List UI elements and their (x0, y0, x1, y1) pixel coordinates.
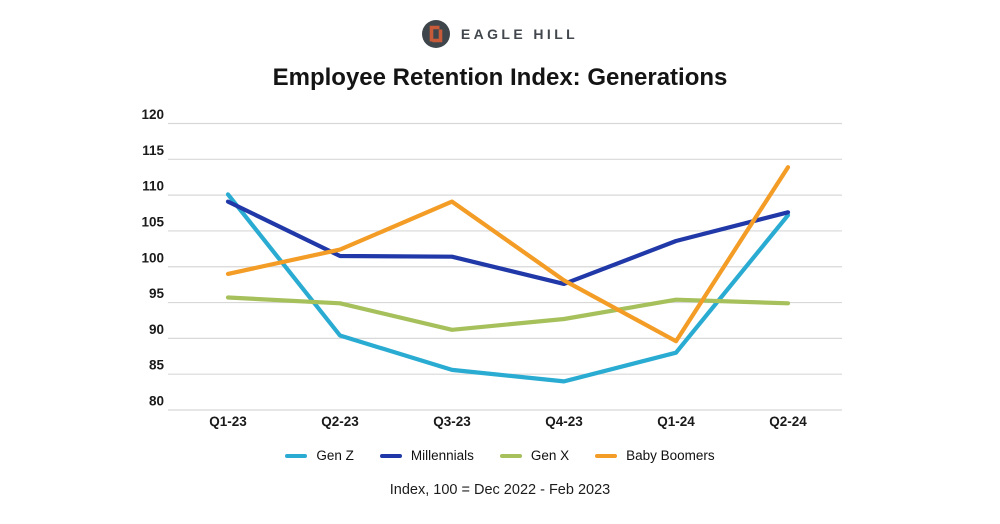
y-tick-label-105: 105 (141, 214, 164, 229)
index-footnote: Index, 100 = Dec 2022 - Feb 2023 (389, 482, 611, 498)
legend-item-baby-boomers: Baby Boomers (595, 448, 715, 463)
legend-swatch-millennials (379, 453, 402, 458)
x-tick-label-q2-23: Q2-23 (321, 414, 359, 429)
y-tick-label-85: 85 (149, 358, 165, 373)
eagle-hill-logo-icon (421, 20, 450, 48)
series-line-gen-z (225, 192, 791, 384)
x-tick-label-q1-23: Q1-23 (209, 414, 247, 429)
y-tick-label-95: 95 (149, 286, 165, 301)
x-tick-label-q2-24: Q2-24 (769, 414, 807, 429)
series-line-millennials (225, 199, 791, 286)
series-line-baby-boomers (225, 165, 791, 344)
y-tick-label-100: 100 (141, 250, 164, 265)
eagle-hill-logo: EAGLE HILL (0, 18, 1000, 50)
x-tick-label-q3-23: Q3-23 (433, 414, 471, 429)
y-tick-label-115: 115 (142, 143, 164, 158)
chart-legend: Gen Z Millennials Gen X Baby Boomers (0, 448, 1000, 463)
legend-item-gen-x: Gen X (499, 448, 570, 463)
legend-label-millennials: Millennials (410, 448, 474, 463)
logo-monogram-icon (421, 20, 450, 48)
legend-item-millennials: Millennials (379, 448, 474, 463)
legend-label-baby-boomers: Baby Boomers (626, 448, 715, 463)
y-tick-label-110: 110 (142, 179, 164, 194)
legend-item-gen-z: Gen Z (285, 448, 354, 463)
legend-swatch-gen-z (285, 453, 308, 458)
series-line-gen-x (225, 295, 791, 332)
y-tick-label-80: 80 (149, 394, 164, 409)
legend-swatch-baby-boomers (595, 453, 618, 458)
legend-label-gen-z: Gen Z (316, 448, 354, 463)
legend-label-gen-x: Gen X (530, 448, 570, 463)
legend-swatch-gen-x (499, 453, 522, 458)
y-tick-label-90: 90 (149, 322, 164, 337)
x-tick-label-q4-23: Q4-23 (545, 414, 583, 429)
x-tick-label-q1-24: Q1-24 (657, 414, 695, 429)
logo-wordmark: EAGLE HILL (460, 26, 579, 42)
chart-title: Employee Retention Index: Generations (272, 64, 728, 91)
y-tick-label-120: 120 (141, 107, 164, 122)
